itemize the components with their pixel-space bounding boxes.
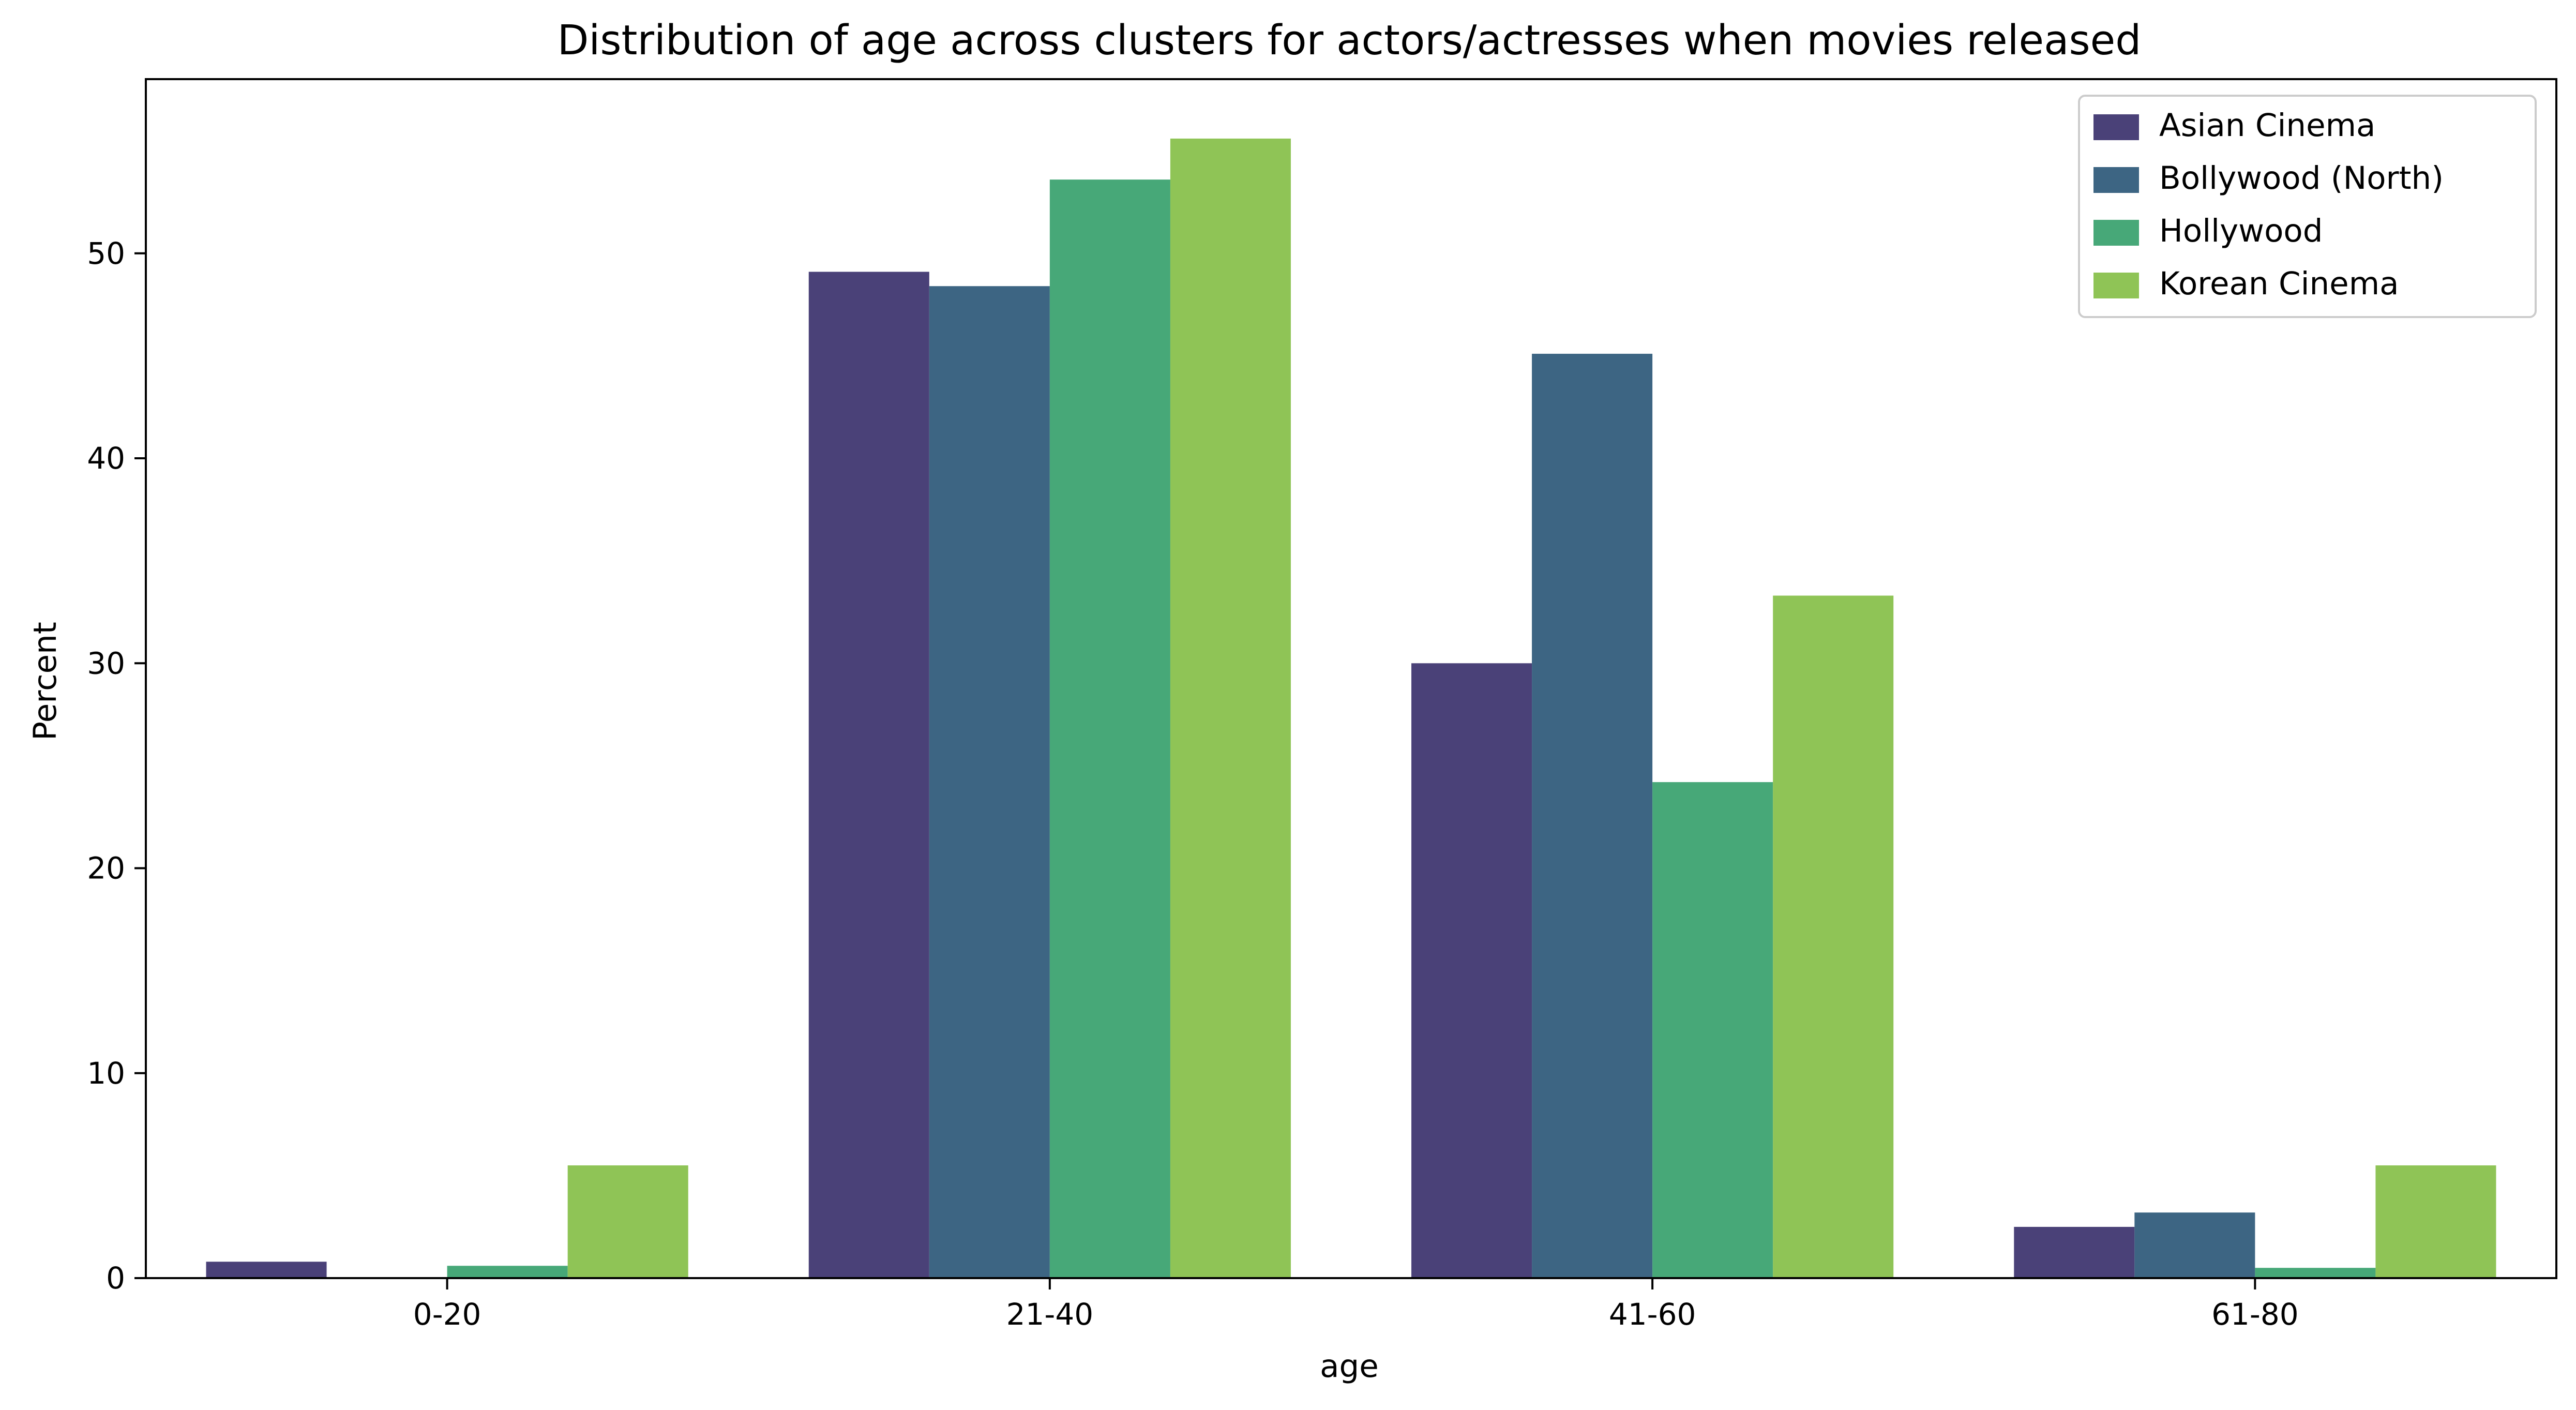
y-tick-label: 10 — [87, 1056, 125, 1091]
legend-swatch — [2093, 220, 2139, 246]
bar-hollywood-41-60 — [1652, 782, 1773, 1278]
bar-hollywood-61-80 — [2255, 1268, 2376, 1278]
bar-korean-cinema-21-40 — [1170, 138, 1291, 1278]
chart-title: Distribution of age across clusters for … — [558, 17, 2142, 64]
plot-frame — [145, 78, 2557, 1279]
legend-label: Hollywood — [2159, 213, 2323, 249]
y-tick-label: 0 — [106, 1261, 125, 1296]
bar-asian-cinema-21-40 — [808, 272, 929, 1278]
legend-box — [2078, 95, 2537, 318]
bar-korean-cinema-61-80 — [2375, 1165, 2496, 1278]
legend-swatch — [2093, 273, 2139, 298]
bar-bollywood-north-41-60 — [1532, 353, 1653, 1278]
legend-label: Bollywood (North) — [2159, 160, 2444, 197]
x-axis-label: age — [1320, 1348, 1379, 1385]
y-axis: 0 10 20 30 40 50 — [87, 236, 146, 1296]
bar-hollywood-21-40 — [1049, 179, 1170, 1279]
y-tick-label: 40 — [87, 441, 125, 476]
legend-label: Korean Cinema — [2159, 265, 2399, 302]
bar-korean-cinema-41-60 — [1773, 595, 1894, 1278]
legend-label: Asian Cinema — [2159, 107, 2375, 144]
bar-bollywood-north-21-40 — [929, 286, 1050, 1279]
bars-layer — [206, 138, 2496, 1279]
bar-asian-cinema-41-60 — [1411, 663, 1532, 1278]
y-tick-label: 50 — [87, 236, 125, 271]
legend: Asian Cinema Bollywood (North) Hollywood Ko… — [2078, 95, 2537, 318]
y-tick-label: 30 — [87, 646, 125, 681]
x-tick-label: 21-40 — [1006, 1297, 1094, 1332]
x-tick-label: 0-20 — [413, 1297, 481, 1332]
bar-asian-cinema-0-20 — [206, 1262, 327, 1278]
y-axis-label: Percent — [27, 622, 64, 741]
y-tick-label: 20 — [87, 851, 125, 886]
bar-asian-cinema-61-80 — [2014, 1226, 2135, 1278]
legend-swatch — [2093, 167, 2139, 193]
bar-bollywood-north-61-80 — [2134, 1212, 2255, 1278]
x-tick-label: 61-80 — [2211, 1297, 2299, 1332]
bar-korean-cinema-0-20 — [567, 1165, 688, 1278]
x-axis: 0-20 21-40 41-60 61-80 — [413, 1278, 2299, 1332]
x-tick-label: 41-60 — [1609, 1297, 1696, 1332]
legend-swatch — [2093, 114, 2139, 140]
bar-hollywood-0-20 — [447, 1266, 568, 1278]
